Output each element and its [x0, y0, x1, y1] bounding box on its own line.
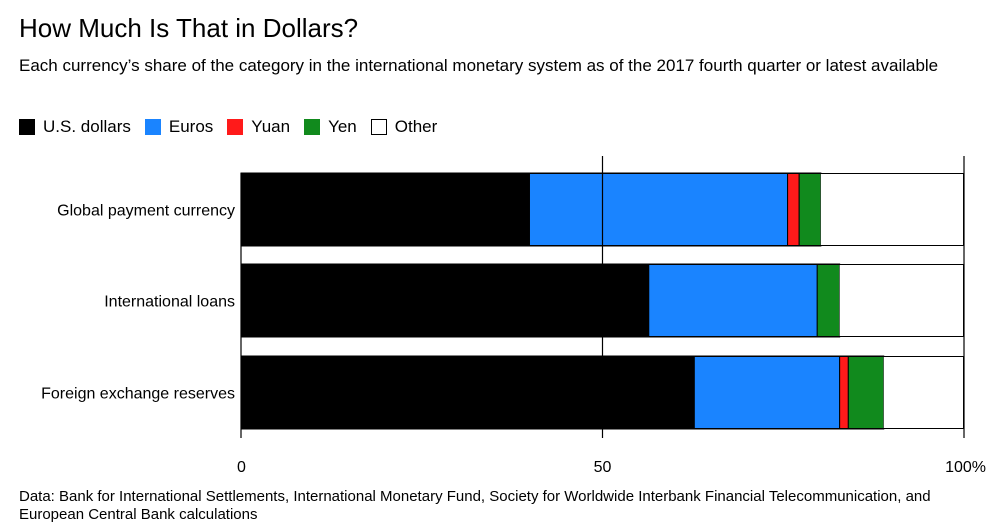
bar-segment-foreign-exchange-reserves-yen [847, 355, 885, 430]
legend-swatch-euros [144, 119, 161, 135]
x-tick-label-100: 100% [945, 459, 986, 476]
legend-item-us-dollars: U.S. dollars [19, 117, 131, 137]
bar-segment-global-payment-currency-other [820, 173, 964, 246]
legend: U.S. dollars Euros Yuan Yen Other [19, 116, 451, 138]
legend-label-us-dollars: U.S. dollars [43, 117, 131, 136]
bar-segment-international-loans-yen [816, 263, 841, 338]
legend-item-euros: Euros [144, 117, 214, 137]
legend-item-other: Other [370, 117, 438, 137]
legend-item-yuan: Yuan [227, 117, 290, 137]
chart-title: How Much Is That in Dollars? [19, 13, 359, 43]
bar-segment-foreign-exchange-reserves-yuan [839, 355, 849, 430]
legend-label-yen: Yen [328, 117, 357, 136]
bar-segment-foreign-exchange-reserves-u-s-dollars [240, 355, 695, 430]
x-tick-label-50: 50 [594, 459, 612, 476]
bar-segment-international-loans-euros [648, 263, 818, 338]
legend-swatch-us-dollars [19, 119, 35, 135]
legend-item-yen: Yen [304, 117, 357, 137]
bar-segment-foreign-exchange-reserves-other [883, 356, 964, 429]
stacked-bar-chart: Global payment currency International loa… [41, 156, 986, 476]
bar-segment-global-payment-currency-yen [798, 172, 822, 247]
bar-segment-international-loans-u-s-dollars [240, 263, 650, 338]
legend-label-yuan: Yuan [251, 117, 291, 136]
legend-swatch-yuan [227, 119, 244, 135]
chart-subtitle: Each currency’s share of the category in… [19, 56, 939, 75]
legend-swatch-other [370, 119, 387, 135]
legend-label-euros: Euros [168, 117, 214, 136]
bar-segment-global-payment-currency-yuan [787, 172, 800, 247]
source-note: Data: Bank for International Settlements… [19, 488, 931, 523]
category-label-international-loans: International loans [104, 294, 235, 311]
legend-swatch-yen [304, 119, 321, 135]
bar-segment-international-loans-other [839, 264, 964, 337]
bar-segment-global-payment-currency-euros [528, 172, 789, 247]
legend-label-other: Other [394, 117, 438, 136]
category-label-foreign-exchange-reserves: Foreign exchange reserves [41, 386, 235, 403]
x-tick-label-0: 0 [237, 459, 246, 476]
category-label-global-payment-currency: Global payment currency [57, 203, 235, 220]
bar-segment-foreign-exchange-reserves-euros [693, 355, 841, 430]
bar-segment-global-payment-currency-u-s-dollars [240, 172, 530, 247]
